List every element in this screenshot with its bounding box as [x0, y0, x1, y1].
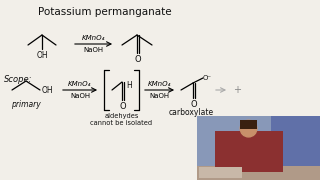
Text: Scope:: Scope: [4, 75, 33, 84]
Bar [240, 120, 257, 129]
Bar [271, 116, 320, 180]
Text: KMnO₄: KMnO₄ [68, 81, 92, 87]
Text: O⁻: O⁻ [203, 75, 212, 81]
Text: OH: OH [42, 86, 54, 94]
Text: H: H [126, 80, 132, 89]
Text: KMnO₄: KMnO₄ [148, 81, 171, 87]
Text: OH: OH [36, 51, 48, 60]
Text: NaOH: NaOH [70, 93, 90, 99]
Text: KMnO₄: KMnO₄ [82, 35, 105, 41]
Circle shape [240, 120, 257, 137]
Bar [199, 167, 242, 178]
Text: O: O [135, 55, 141, 64]
Text: aldehydes
cannot be isolated: aldehydes cannot be isolated [91, 113, 153, 126]
Bar [197, 166, 320, 180]
Text: carboxylate: carboxylate [168, 108, 213, 117]
Text: NaOH: NaOH [84, 47, 104, 53]
Text: O: O [191, 100, 197, 109]
Text: +: + [233, 85, 241, 95]
Text: Potassium permanganate: Potassium permanganate [38, 7, 172, 17]
Bar [215, 131, 283, 172]
Text: primary: primary [11, 100, 41, 109]
Text: O: O [120, 102, 126, 111]
Bar [197, 116, 320, 180]
Text: NaOH: NaOH [149, 93, 170, 99]
